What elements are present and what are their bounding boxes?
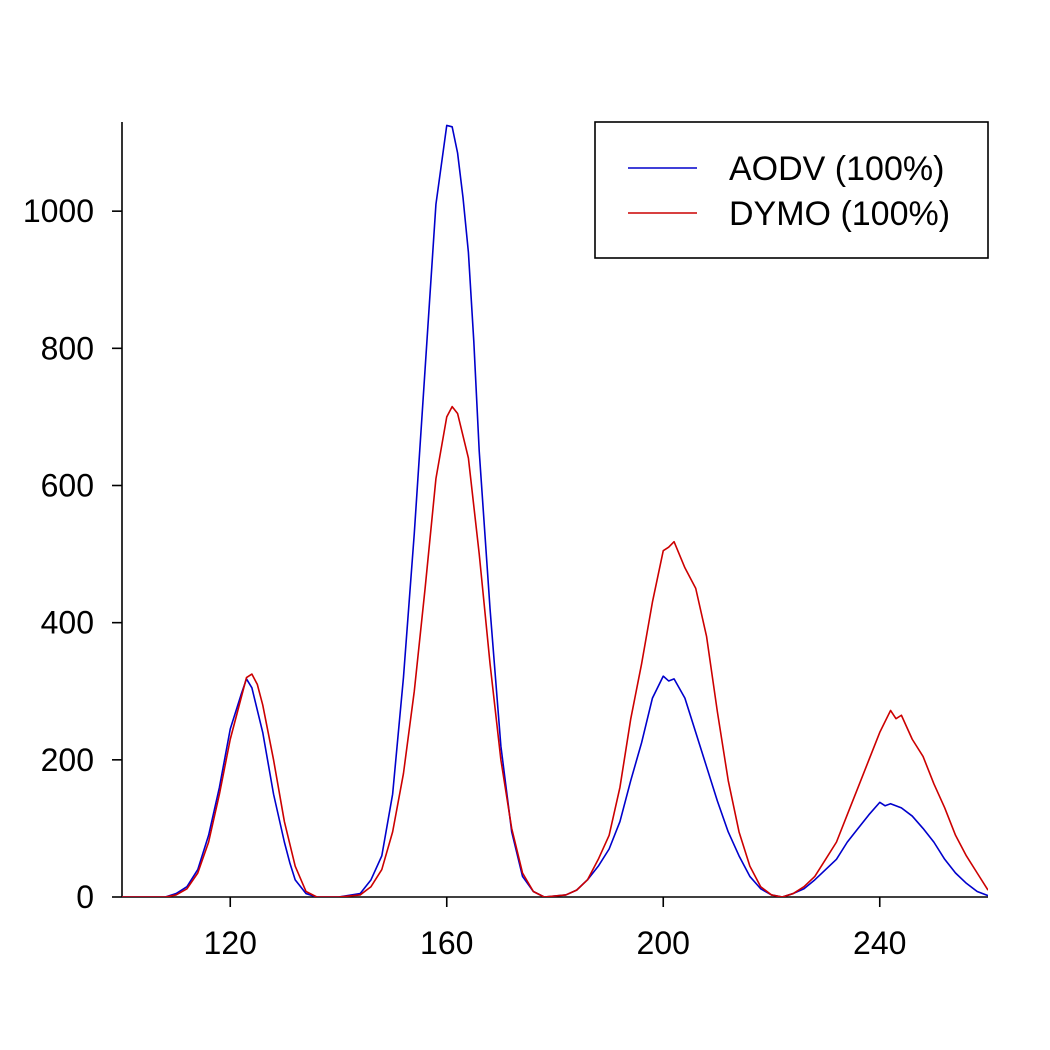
y-tick-label: 1000	[23, 193, 94, 229]
legend: AODV (100%) DYMO (100%)	[594, 121, 989, 259]
y-ticks: 0 200 400 600 800 1000	[23, 193, 122, 915]
y-tick-label: 200	[41, 742, 94, 778]
x-tick-label: 160	[420, 925, 473, 961]
axes	[121, 122, 988, 898]
legend-label: DYMO (100%)	[729, 195, 950, 233]
x-tick-label: 200	[637, 925, 690, 961]
legend-box	[594, 121, 989, 259]
x-tick-label: 240	[853, 925, 906, 961]
x-tick-label: 120	[204, 925, 257, 961]
y-tick-label: 600	[41, 467, 94, 503]
series-group	[122, 124, 988, 897]
series-line-dymo	[122, 405, 988, 897]
legend-label: AODV (100%)	[729, 150, 944, 188]
legend-entries: AODV (100%) DYMO (100%)	[628, 150, 950, 233]
y-tick-label: 400	[41, 605, 94, 641]
y-tick-label: 0	[76, 879, 94, 915]
x-ticks: 120 160 200 240	[204, 897, 906, 961]
y-tick-label: 800	[41, 330, 94, 366]
